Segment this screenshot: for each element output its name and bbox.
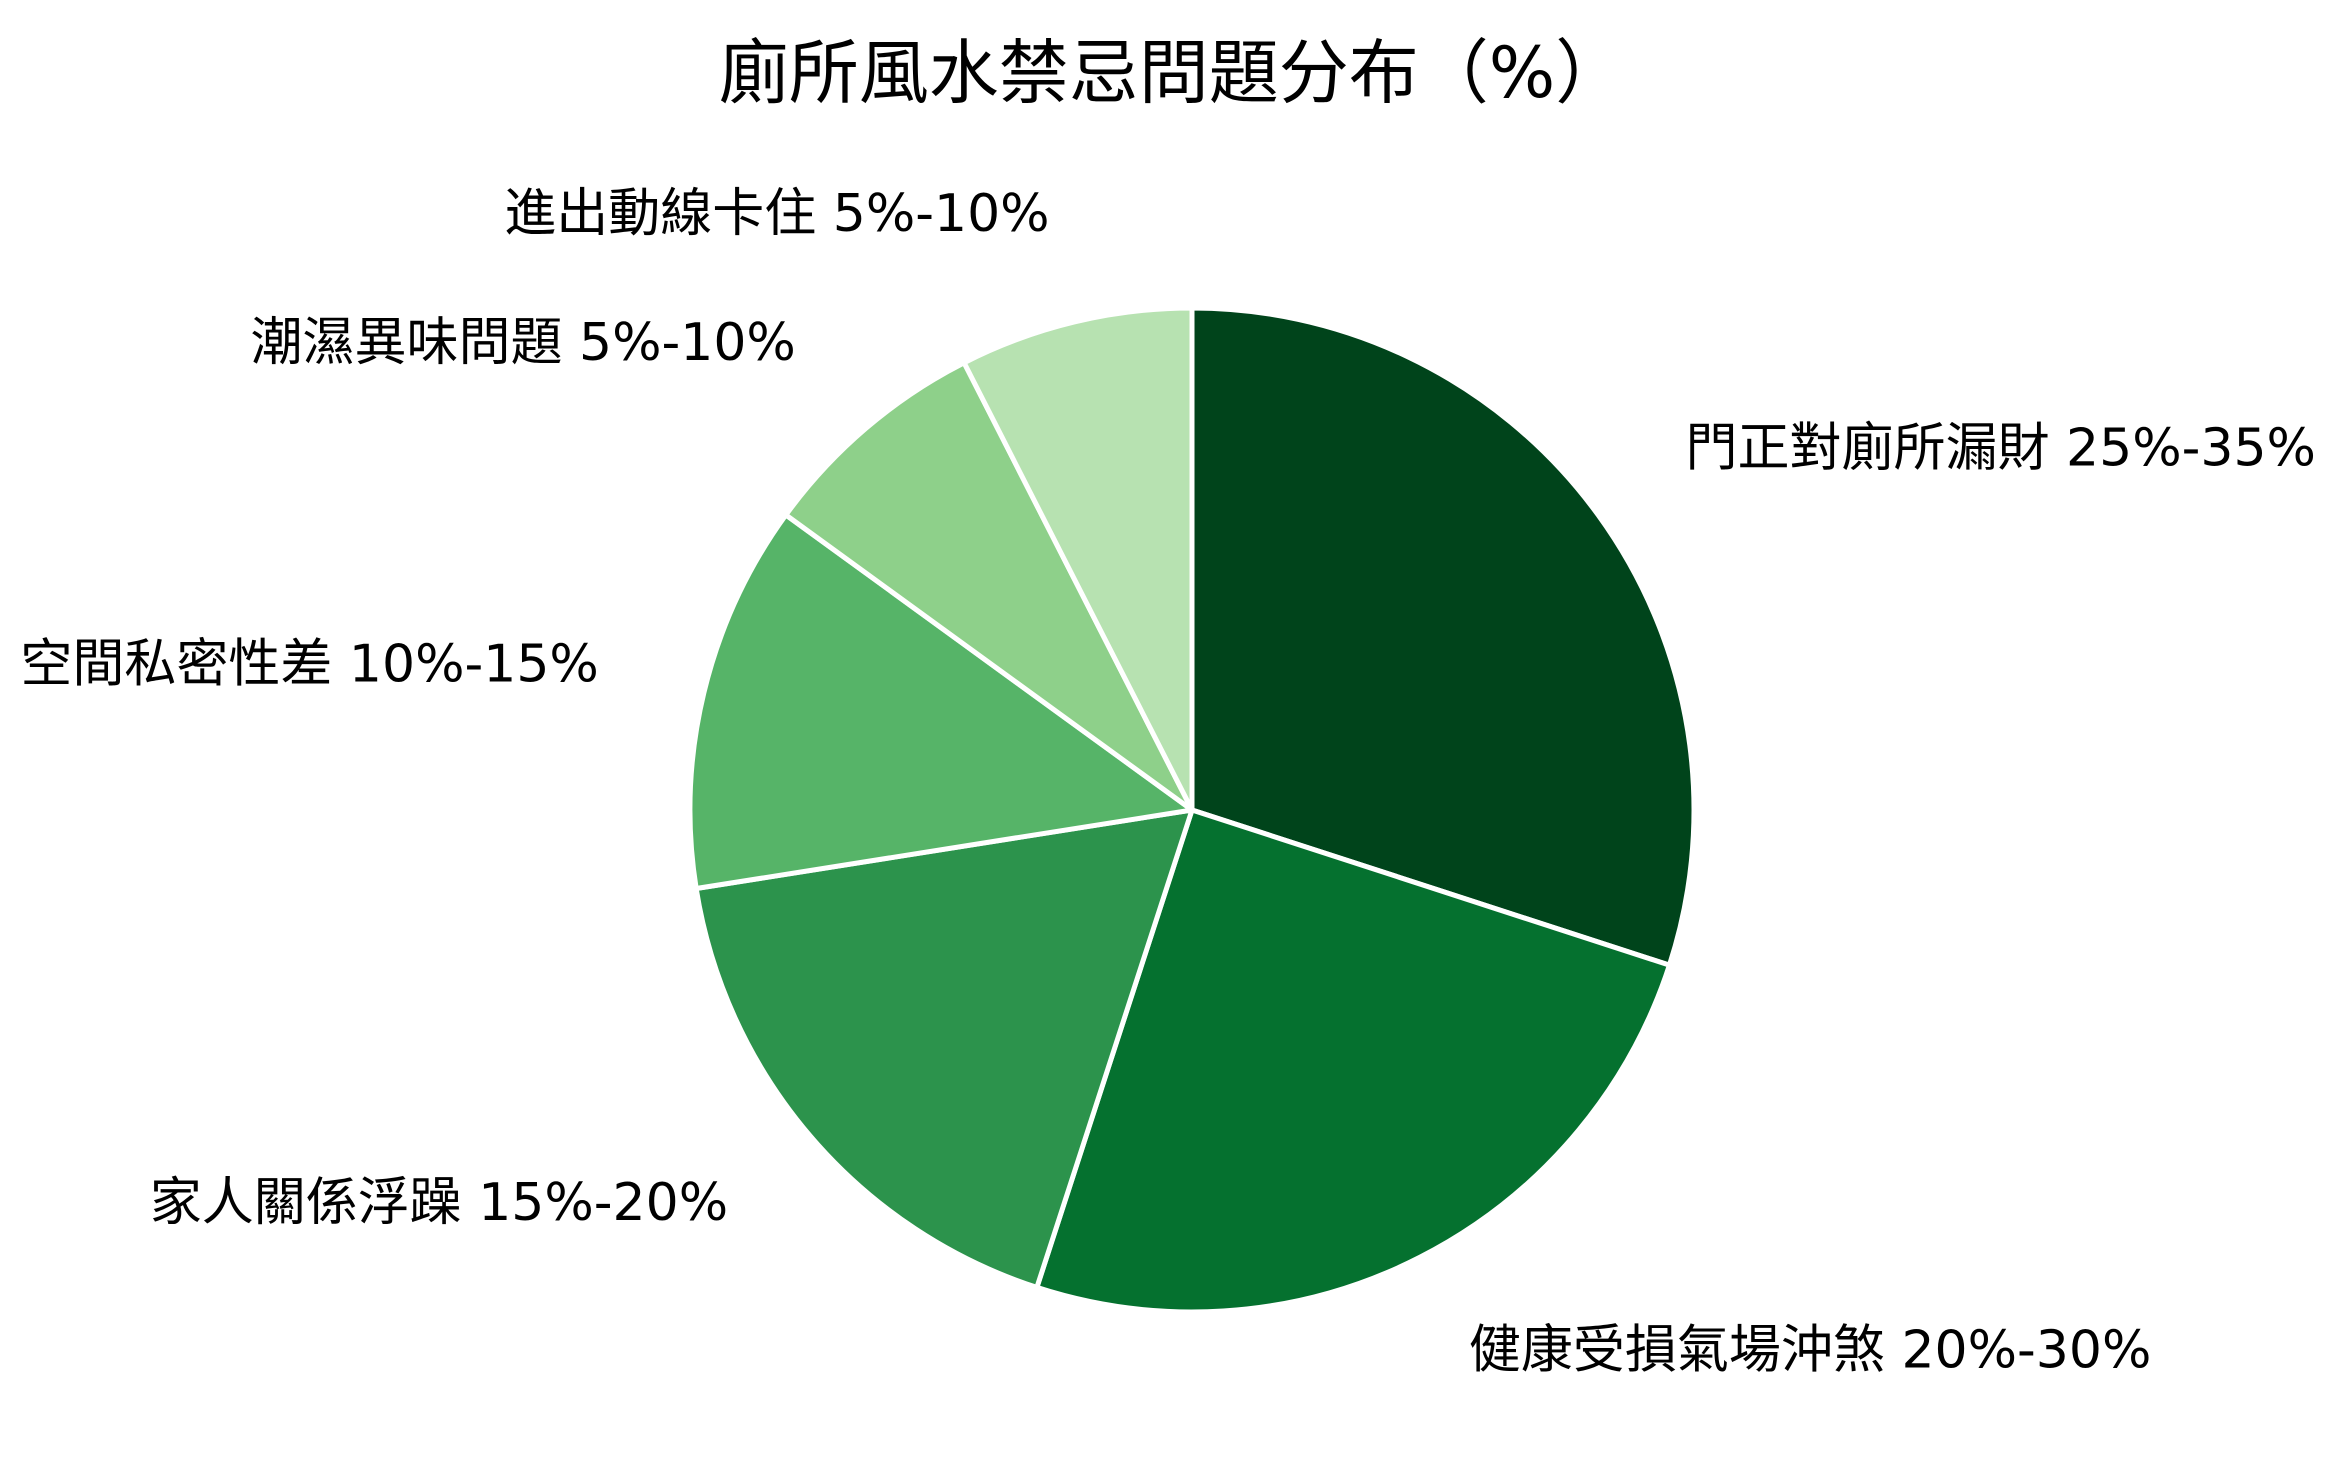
pie-slice-label-4: 空間私密性差 10%-15%	[20, 635, 598, 695]
chart-title: 廁所風水禁忌問題分布（%）	[718, 32, 1626, 114]
pie-slice-3	[693, 807, 1195, 1290]
pie-slice-6	[961, 305, 1195, 813]
pie-slice-5	[783, 360, 1195, 813]
pie-slice-label-5: 潮濕異味問題 5%-10%	[250, 313, 795, 373]
pie-slice-4	[687, 512, 1195, 892]
pie-slice-label-6: 進出動線卡住 5%-10%	[504, 184, 1049, 244]
pie-slice-1	[1189, 305, 1697, 968]
pie-labels: 門正對廁所漏財 25%-35% 健康受損氣場沖煞 20%-30% 家人關係浮躁 15…	[20, 184, 2316, 1381]
pie-slice-2	[1034, 807, 1672, 1315]
pie-slice-label-1: 門正對廁所漏財 25%-35%	[1686, 418, 2316, 478]
pie-slices	[687, 305, 1697, 1315]
pie-slice-label-2: 健康受損氣場沖煞 20%-30%	[1469, 1321, 2151, 1381]
pie-slice-label-3: 家人關係浮躁 15%-20%	[150, 1173, 728, 1233]
